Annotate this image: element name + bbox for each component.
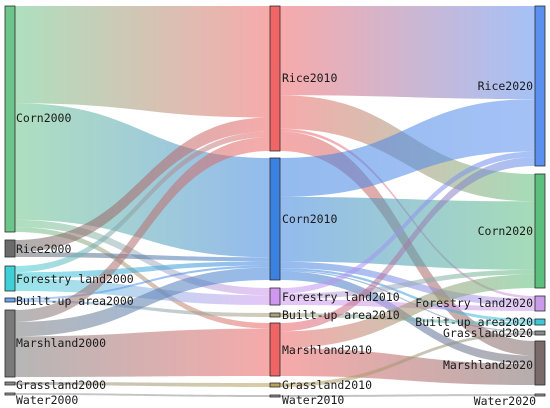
- nodes-layer: [4, 5, 546, 398]
- node-grass2020: [534, 330, 546, 336]
- node-water2020: [534, 393, 546, 397]
- link-corn2010-rice2020: [280, 99, 535, 197]
- node-forest2000: [4, 265, 16, 292]
- node-grass2000: [4, 381, 16, 386]
- link-corn2000-marsh2010: [15, 227, 270, 329]
- link-marsh2000-corn2010: [15, 267, 270, 337]
- label-water2010: Water2010: [282, 393, 344, 407]
- node-marsh2020: [534, 340, 546, 386]
- label-marsh2020: Marshland2020: [443, 358, 533, 372]
- link-forest2000-rice2010: [15, 131, 270, 273]
- node-corn2000: [4, 5, 16, 233]
- label-marsh2010: Marshland2010: [282, 343, 372, 357]
- label-corn2000: Corn2000: [16, 111, 71, 125]
- node-marsh2000: [4, 309, 16, 378]
- label-water2020: Water2020: [474, 394, 536, 408]
- link-water2000-water2010: [15, 393, 270, 397]
- link-forest2000-corn2010: [15, 261, 270, 279]
- label-marsh2000: Marshland2000: [16, 336, 106, 350]
- node-built2020: [534, 318, 546, 326]
- label-corn2010: Corn2010: [282, 212, 337, 226]
- label-grass2010: Grassland2010: [282, 378, 372, 392]
- label-water2000: Water2000: [16, 393, 78, 407]
- node-forest2020: [534, 295, 546, 312]
- link-water2010-water2020: [280, 394, 535, 397]
- link-built2010-built2020: [280, 313, 535, 325]
- link-marsh2010-marsh2020: [280, 348, 535, 385]
- link-built2000-built2010: [15, 300, 270, 317]
- link-marsh2000-rice2010: [15, 137, 270, 322]
- link-forest2010-corn2020: [280, 269, 535, 300]
- label-forest2000: Forestry land2000: [16, 272, 134, 286]
- labels-layer: Corn2000 Rice2000 Forestry land2000 Built-u…: [16, 71, 536, 408]
- label-grass2000: Grassland2000: [16, 378, 106, 392]
- link-marsh2010-corn2020: [280, 274, 535, 349]
- link-corn2010-built2020: [280, 268, 535, 322]
- link-marsh2010-rice2020: [280, 157, 535, 332]
- node-water2010: [269, 394, 281, 398]
- link-rice2010-rice2020: [280, 6, 535, 100]
- label-built2020: Built-up area2020: [415, 315, 533, 329]
- link-forest2010-rice2020: [280, 151, 535, 294]
- link-corn2010-grass2020: [280, 270, 535, 333]
- node-water2000: [4, 392, 16, 396]
- link-corn2000-rice2010: [15, 6, 270, 118]
- link-built2000-corn2010: [15, 265, 270, 300]
- label-rice2020: Rice2020: [478, 79, 533, 93]
- node-forest2010: [269, 287, 281, 306]
- link-marsh2000-marsh2010: [15, 328, 270, 377]
- label-rice2010: Rice2010: [282, 71, 337, 85]
- label-forest2010: Forestry land2010: [282, 290, 400, 304]
- link-grass2010-grass2020: [280, 332, 535, 387]
- node-corn2020: [534, 173, 546, 289]
- link-rice2000-rice2010: [15, 117, 270, 253]
- label-rice2000: Rice2000: [16, 242, 71, 256]
- links-layer: [15, 6, 535, 397]
- node-built2010: [269, 312, 281, 318]
- label-built2010: Built-up area2010: [282, 308, 400, 322]
- link-grass2000-grass2010: [15, 382, 270, 387]
- node-marsh2010: [269, 322, 281, 377]
- node-rice2010: [269, 5, 281, 152]
- label-grass2020: Grassland2020: [443, 326, 533, 340]
- label-corn2020: Corn2020: [478, 224, 533, 238]
- node-built2000: [4, 297, 16, 303]
- node-corn2010: [269, 157, 281, 281]
- label-forest2020: Forestry land2020: [415, 296, 533, 310]
- label-built2000: Built-up area2000: [16, 294, 134, 308]
- node-grass2010: [269, 382, 281, 388]
- link-corn2010-corn2020: [280, 196, 535, 270]
- link-forest2000-forest2010: [15, 278, 270, 305]
- node-rice2000: [4, 239, 16, 258]
- node-rice2020: [534, 5, 546, 167]
